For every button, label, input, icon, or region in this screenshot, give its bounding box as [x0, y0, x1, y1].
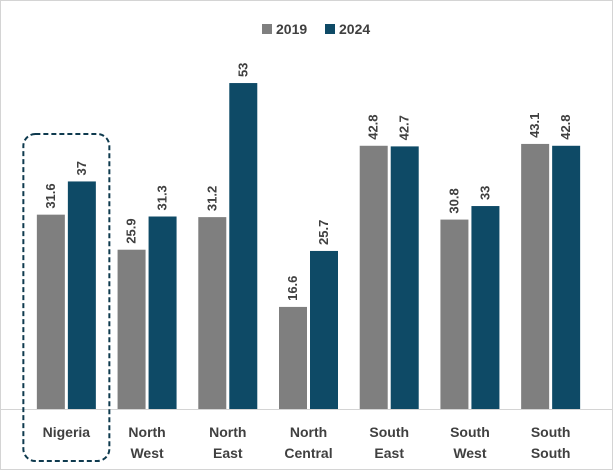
category-label-south-east-line2: East [374, 445, 404, 461]
category-label-north-east-line1: North [209, 424, 246, 440]
value-label-nigeria-2024: 37 [74, 161, 89, 175]
legend: 2019 2024 [262, 21, 370, 37]
bar-north-west-2024 [148, 216, 177, 409]
category-label-south-west-line2: West [453, 445, 487, 461]
category-label-south-south-line2: South [531, 445, 571, 461]
bar-south-east-2024 [390, 146, 419, 409]
value-label-south-east-2019: 42.8 [366, 114, 381, 139]
value-label-south-south-2024: 42.8 [558, 114, 573, 139]
bar-south-south-2019 [521, 143, 550, 409]
bar-nigeria-2019 [36, 214, 65, 409]
legend-swatch-2024 [325, 24, 335, 34]
bar-south-west-2019 [440, 219, 469, 409]
bar-nigeria-2024 [67, 181, 96, 409]
bar-north-east-2024 [229, 83, 258, 410]
bar-north-central-2024 [310, 250, 338, 409]
category-label-south-south-line1: South [531, 424, 571, 440]
bar-north-central-2019 [279, 306, 307, 409]
category-label-nigeria-line1: Nigeria [43, 424, 91, 440]
value-label-north-central-2019: 16.6 [285, 276, 300, 301]
bars-group [36, 83, 581, 410]
legend-swatch-2019 [262, 24, 272, 34]
bar-north-east-2019 [198, 217, 227, 409]
legend-label-2024: 2024 [339, 21, 370, 37]
bar-south-south-2024 [552, 145, 581, 409]
value-label-south-south-2019: 43.1 [527, 113, 542, 138]
category-label-south-east-line1: South [369, 424, 409, 440]
bar-north-west-2019 [117, 249, 146, 409]
category-label-north-west-line1: North [128, 424, 165, 440]
value-label-south-west-2019: 30.8 [446, 188, 461, 213]
category-label-north-central-line1: North [290, 424, 327, 440]
category-label-north-west-line2: West [130, 445, 164, 461]
nigeria-highlight-box [22, 133, 111, 462]
value-label-north-west-2024: 31.3 [155, 185, 170, 210]
category-label-north-central-line2: Central [284, 445, 332, 461]
value-label-south-east-2024: 42.7 [397, 115, 412, 140]
value-label-south-west-2024: 33 [477, 186, 492, 200]
legend-label-2019: 2019 [276, 21, 307, 37]
bar-south-east-2019 [359, 145, 388, 409]
category-label-north-east-line2: East [213, 445, 243, 461]
value-label-north-central-2024: 25.7 [316, 220, 331, 245]
value-label-north-west-2019: 25.9 [124, 218, 139, 243]
category-labels-group: Nigeria North West North East North Central Sou… [43, 424, 571, 461]
category-label-south-west-line1: South [450, 424, 490, 440]
value-labels-group: 31.6 37 25.9 31.3 31.2 53 16.6 25.7 42.8 42.7 30.8… [43, 63, 573, 301]
value-label-north-east-2024: 53 [235, 63, 250, 77]
value-label-nigeria-2019: 31.6 [43, 183, 58, 208]
bar-south-west-2024 [471, 206, 500, 409]
value-label-north-east-2019: 31.2 [204, 186, 219, 211]
